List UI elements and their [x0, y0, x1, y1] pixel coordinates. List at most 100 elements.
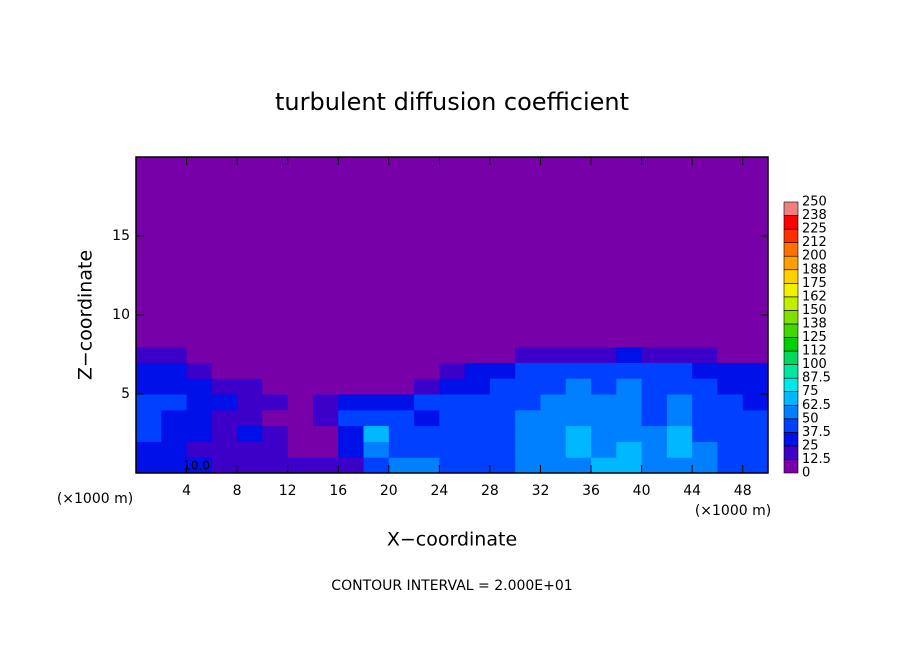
field-cell: [338, 425, 365, 442]
colorbar-label: 212: [802, 235, 827, 250]
field-cell: [489, 394, 516, 411]
field-cell: [136, 409, 162, 427]
field-cell: [616, 157, 643, 348]
field-cell: [161, 378, 188, 395]
field-cell: [439, 394, 466, 411]
field-cell: [262, 394, 289, 411]
field-cell: [515, 457, 541, 474]
colorbar-label: 125: [802, 330, 827, 345]
field-cell: [742, 346, 769, 363]
field-cell: [464, 457, 491, 474]
field-cell: [388, 409, 415, 427]
colorbar-label: 37.5: [802, 425, 831, 440]
field-cell: [237, 346, 263, 363]
colorbar-band: [783, 445, 799, 460]
field-cell: [161, 346, 188, 363]
field-cell: [363, 441, 390, 458]
colorbar-band: [783, 459, 799, 474]
field-cell: [692, 394, 718, 411]
field-cell: [338, 157, 365, 348]
colorbar-band: [783, 228, 799, 243]
field-cell: [414, 362, 440, 379]
field-cell: [641, 409, 668, 427]
x-tick-label: 12: [279, 483, 297, 499]
field-cell: [287, 378, 314, 395]
field-cell: [641, 457, 668, 474]
field-cell: [186, 346, 213, 363]
field-cell: [388, 157, 415, 348]
x-tick-label: 24: [430, 483, 448, 499]
field-cell: [565, 425, 592, 442]
field-cell: [641, 157, 668, 348]
colorbar-band: [783, 350, 799, 365]
field-cell: [211, 378, 238, 395]
field-cell: [540, 425, 567, 442]
field-cell: [717, 457, 744, 474]
colorbar-label: 150: [802, 303, 827, 318]
field-cell: [666, 157, 693, 348]
field-cell: [515, 346, 541, 363]
field-cell: [287, 157, 314, 348]
field-cell: [489, 441, 516, 458]
field-cell: [540, 346, 567, 363]
field-cell: [211, 425, 238, 442]
colorbar-band: [783, 282, 799, 298]
field-cell: [262, 441, 289, 458]
field-cell: [211, 409, 238, 427]
field-cell: [692, 362, 718, 379]
field-cell: [262, 362, 289, 379]
field-cell: [717, 157, 744, 348]
field-cell: [616, 378, 643, 395]
colorbar-band: [783, 418, 799, 433]
field-cell: [742, 157, 769, 348]
field-cell: [591, 425, 617, 442]
field-cell: [489, 157, 516, 348]
field-cell: [338, 346, 365, 363]
field-cell: [136, 346, 162, 363]
field-cell: [161, 394, 188, 411]
field-cell: [186, 157, 213, 348]
field-cell: [161, 362, 188, 379]
field-cell: [464, 346, 491, 363]
field-cell: [186, 362, 213, 379]
field-cell: [211, 441, 238, 458]
field-cell: [186, 441, 213, 458]
field-cell: [591, 394, 617, 411]
field-cell: [414, 409, 440, 427]
field-cell: [565, 441, 592, 458]
field-cell: [591, 441, 617, 458]
x-tick-label: 4: [182, 483, 191, 499]
colorbar-band: [783, 323, 799, 338]
field-cell: [312, 409, 339, 427]
colorbar-label: 0: [802, 466, 810, 481]
field-cell: [515, 378, 541, 395]
colorbar-band: [783, 215, 799, 230]
field-cell: [540, 157, 567, 348]
field-cell: [262, 409, 289, 427]
chart-title: turbulent diffusion coefficient: [275, 88, 629, 116]
colorbar-label: 25: [802, 438, 819, 453]
field-cell: [414, 457, 440, 474]
field-cell: [211, 362, 238, 379]
colorbar-band: [783, 337, 799, 352]
x-tick-label: 48: [734, 483, 752, 499]
field-cell: [565, 157, 592, 348]
field-cell: [717, 441, 744, 458]
field-cell: [540, 378, 567, 395]
field-cell: [692, 441, 718, 458]
field-cell: [591, 409, 617, 427]
field-cell: [616, 457, 643, 474]
field-cell: [161, 457, 188, 474]
field-cell: [464, 409, 491, 427]
field-cell: [414, 441, 440, 458]
field-cell: [591, 378, 617, 395]
field-cell: [692, 346, 718, 363]
field-cell: [616, 425, 643, 442]
y-tick-label: 15: [112, 228, 130, 244]
field-cell: [742, 441, 769, 458]
field-cell: [338, 457, 365, 474]
field-cell: [515, 394, 541, 411]
field-cell: [692, 425, 718, 442]
field-cell: [136, 441, 162, 458]
field-cell: [616, 362, 643, 379]
